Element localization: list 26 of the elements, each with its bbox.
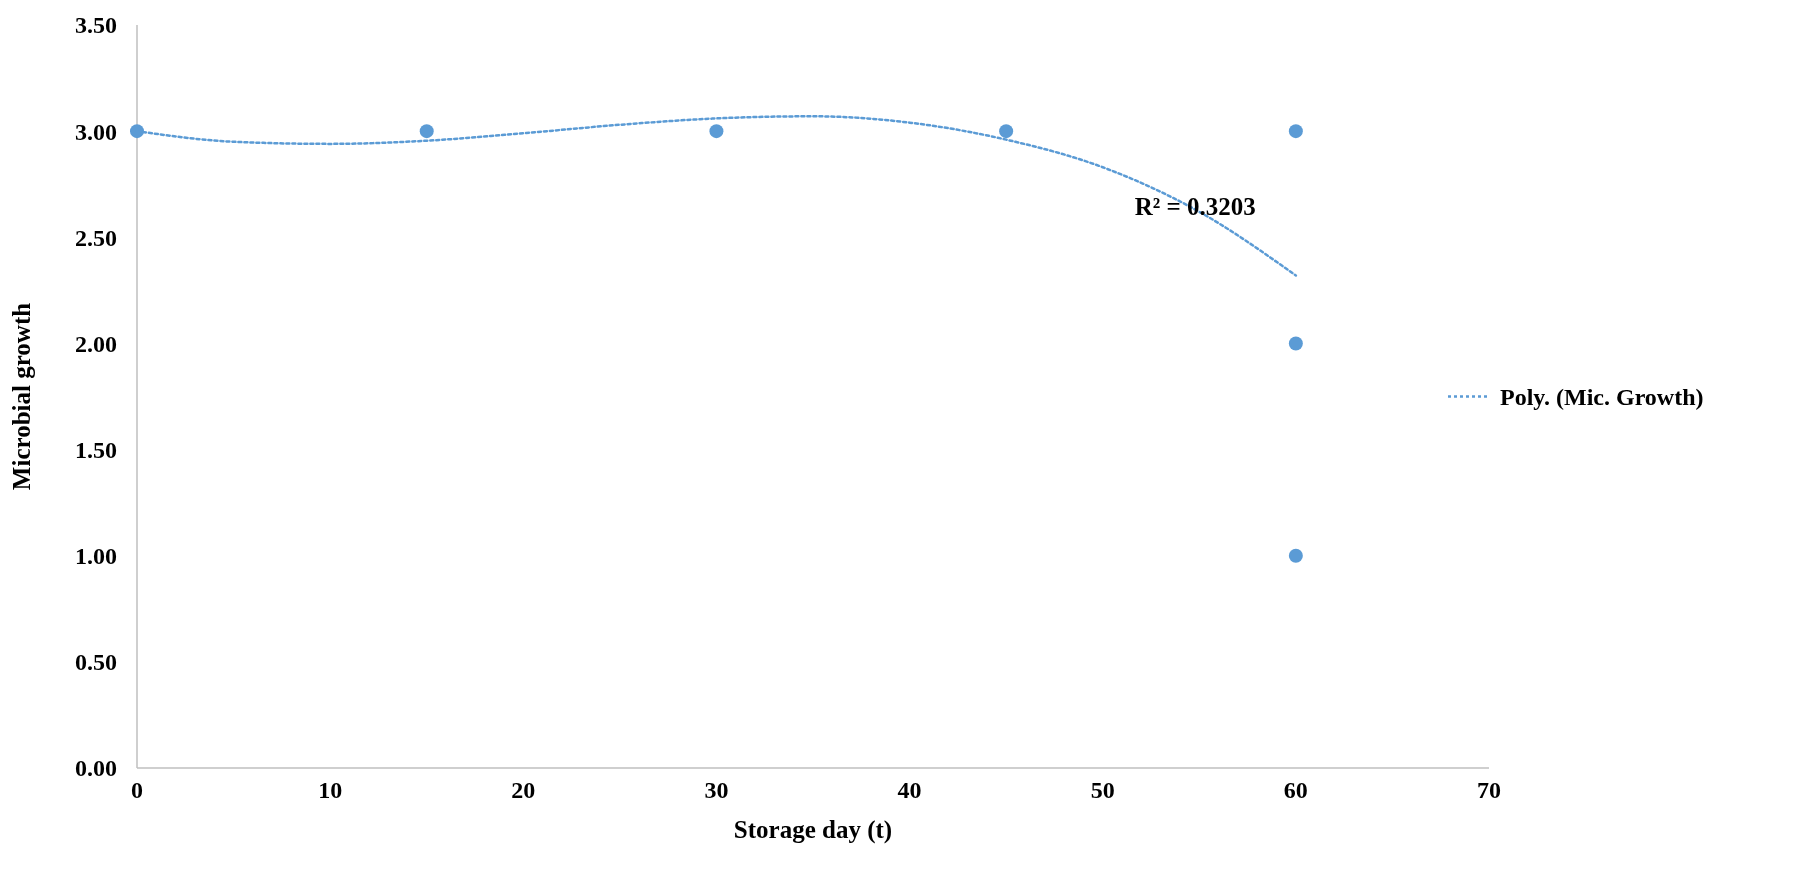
y-tick-label: 2.50 — [75, 224, 117, 251]
x-axis-title: Storage day (t) — [733, 816, 893, 844]
annotation: R² = 0.3203 — [1134, 193, 1256, 221]
x-tick-label: 50 — [1090, 777, 1115, 803]
y-tick-label: 1.00 — [75, 543, 117, 570]
point — [1288, 548, 1303, 563]
y-tick-label: 3.50 — [75, 12, 117, 39]
x-tick-label: 70 — [1477, 777, 1501, 803]
point — [1288, 124, 1303, 139]
legend-label: Poly. (Mic. Growth) — [1500, 383, 1704, 410]
x-tick-label: 20 — [511, 777, 536, 803]
y-tick-label: 3.00 — [75, 118, 117, 145]
y-tick-label: 1.50 — [75, 436, 117, 463]
point — [999, 124, 1014, 139]
point — [419, 124, 434, 139]
x-tick-label: 40 — [897, 777, 922, 803]
point — [1288, 336, 1303, 351]
y-tick-label: 0.50 — [75, 649, 117, 676]
x-tick-label: 30 — [704, 777, 729, 803]
point — [709, 124, 724, 139]
y-tick-label: 0.00 — [75, 755, 117, 782]
y-tick-label: 2.00 — [75, 330, 117, 357]
y-axis-title: Microbial growth — [8, 302, 35, 491]
x-tick-label: 60 — [1283, 777, 1308, 803]
x-tick-label: 0 — [131, 777, 143, 803]
x-tick-label: 10 — [318, 777, 343, 803]
